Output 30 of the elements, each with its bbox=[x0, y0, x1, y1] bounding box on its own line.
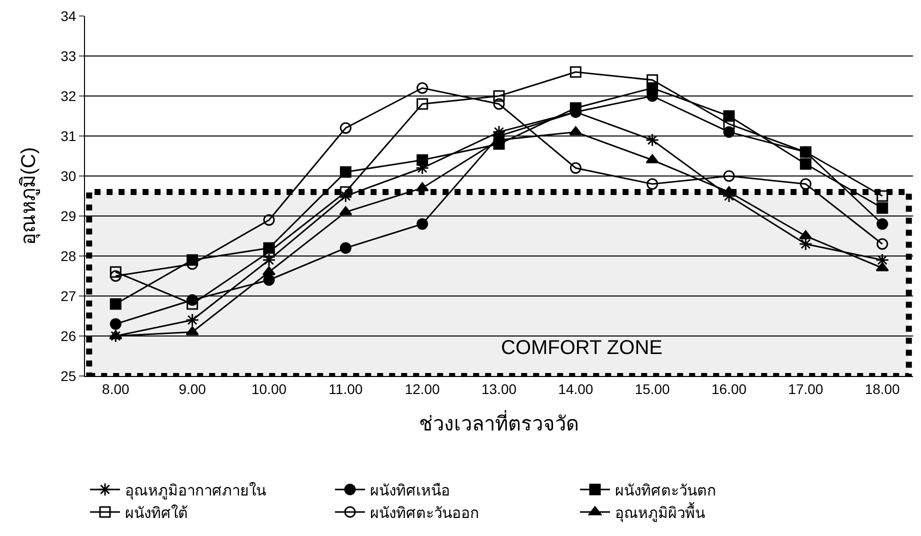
legend-label: ผนังทิศตะวันออก bbox=[370, 504, 479, 522]
x-tick-label: 17.00 bbox=[788, 380, 824, 397]
x-tick-label: 18.00 bbox=[864, 380, 900, 397]
x-tick-label: 8.00 bbox=[102, 380, 130, 397]
y-tick-label: 31 bbox=[60, 128, 76, 144]
y-tick-label: 26 bbox=[60, 328, 76, 344]
x-tick-label: 11.00 bbox=[328, 380, 363, 397]
y-axis-title: อุณหภูมิ(C) bbox=[18, 147, 41, 245]
x-tick-label: 14.00 bbox=[558, 380, 594, 397]
x-tick-label: 9.00 bbox=[178, 380, 206, 397]
y-tick-label: 29 bbox=[60, 208, 76, 224]
y-tick-label: 28 bbox=[60, 248, 76, 264]
legend-label: ผนังทิศเหนือ bbox=[370, 482, 450, 500]
legend-label: อุณหภูมิผิวพื้น bbox=[615, 502, 705, 523]
y-tick-label: 32 bbox=[60, 88, 76, 104]
y-tick-label: 27 bbox=[60, 288, 76, 304]
x-tick-label: 16.00 bbox=[711, 380, 747, 397]
y-tick-label: 33 bbox=[60, 48, 76, 64]
y-tick-label: 34 bbox=[60, 8, 76, 24]
x-tick-label: 10.00 bbox=[251, 380, 287, 397]
x-tick-label: 12.00 bbox=[404, 380, 440, 397]
legend-label: ผนังทิศใต้ bbox=[125, 504, 188, 522]
band-label: COMFORT ZONE bbox=[501, 337, 662, 359]
x-axis-title: ช่วงเวลาที่ตรวจวัด bbox=[419, 409, 579, 436]
x-tick-label: 13.00 bbox=[481, 380, 517, 397]
y-tick-label: 30 bbox=[60, 168, 76, 184]
x-tick-label: 15.00 bbox=[634, 380, 670, 397]
legend-label: ผนังทิศตะวันตก bbox=[615, 482, 716, 500]
legend-label: อุณหภูมิอากาศภายใน bbox=[125, 481, 266, 500]
y-tick-label: 25 bbox=[60, 368, 76, 384]
